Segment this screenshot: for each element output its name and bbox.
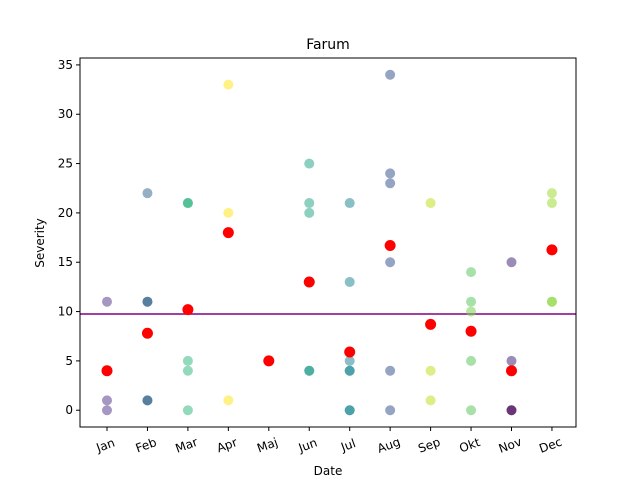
data-point	[385, 168, 396, 179]
data-point	[546, 188, 557, 199]
y-axis-label: Severity	[33, 218, 47, 268]
y-tick-label: 5	[65, 354, 73, 368]
x-tick-label: Jun	[296, 435, 319, 455]
mean-point	[141, 327, 153, 339]
mean-point	[263, 355, 275, 367]
y-tick-label: 20	[58, 206, 73, 220]
mean-point	[425, 318, 437, 330]
y-axis: 0 5 10 15 20 25 30 35	[58, 58, 80, 417]
data-point	[344, 405, 355, 416]
mean-point	[344, 346, 356, 358]
data-point	[102, 405, 112, 416]
means-layer	[101, 227, 558, 377]
data-point	[142, 395, 153, 406]
mean-point	[182, 304, 194, 316]
data-point	[344, 355, 355, 366]
data-point	[466, 355, 477, 366]
data-point	[304, 365, 315, 376]
chart-title: Farum	[306, 37, 350, 53]
x-tick-label: Jan	[94, 435, 117, 455]
points-layer	[102, 69, 557, 416]
data-point	[223, 79, 234, 90]
x-tick-label: Apr	[215, 435, 239, 455]
y-tick-label: 10	[58, 305, 73, 319]
data-point	[182, 355, 193, 366]
mean-point	[546, 244, 558, 256]
data-point	[546, 296, 557, 307]
y-tick-label: 25	[58, 157, 73, 171]
y-tick-label: 15	[58, 255, 73, 269]
data-point	[182, 405, 193, 416]
data-point	[142, 296, 153, 307]
data-point	[385, 257, 396, 268]
mean-point	[101, 365, 113, 377]
y-tick-label: 35	[58, 58, 73, 72]
data-point	[425, 365, 436, 376]
data-point	[506, 257, 517, 268]
data-point	[304, 198, 315, 209]
y-tick-label: 30	[58, 107, 73, 121]
data-point	[102, 296, 112, 307]
data-point	[142, 188, 153, 199]
x-axis: Jan Feb Mar Apr Maj Jun Jul Aug Sep Okt Nov Dec	[94, 427, 564, 456]
x-tick-label: Okt	[457, 435, 482, 455]
data-point	[304, 207, 315, 218]
data-point	[425, 198, 436, 209]
data-point	[385, 178, 396, 189]
data-point	[466, 267, 477, 278]
data-point	[223, 207, 234, 218]
data-point	[385, 365, 396, 376]
data-point	[344, 198, 355, 209]
data-point	[304, 158, 315, 169]
data-point	[466, 306, 477, 317]
y-tick-label: 0	[65, 403, 73, 417]
plot-frame	[79, 57, 577, 428]
data-point	[466, 405, 477, 416]
data-point	[223, 395, 234, 406]
x-tick-label: Jul	[338, 436, 357, 454]
data-point	[182, 198, 193, 209]
data-point	[385, 69, 396, 80]
x-tick-label: Maj	[255, 435, 280, 455]
data-point	[506, 355, 517, 366]
mean-point	[506, 365, 517, 377]
data-point	[344, 365, 355, 376]
data-point	[385, 405, 396, 416]
data-point	[506, 405, 517, 416]
data-point	[102, 395, 112, 406]
data-point	[182, 365, 193, 376]
x-axis-label: Date	[314, 464, 343, 478]
data-point	[344, 276, 355, 287]
data-point	[546, 198, 557, 209]
x-tick-label: Feb	[134, 435, 159, 455]
mean-point	[465, 325, 477, 337]
mean-point	[303, 276, 315, 288]
mean-point	[222, 227, 234, 239]
data-point	[425, 395, 436, 406]
data-point	[466, 296, 477, 307]
mean-point	[384, 239, 396, 251]
